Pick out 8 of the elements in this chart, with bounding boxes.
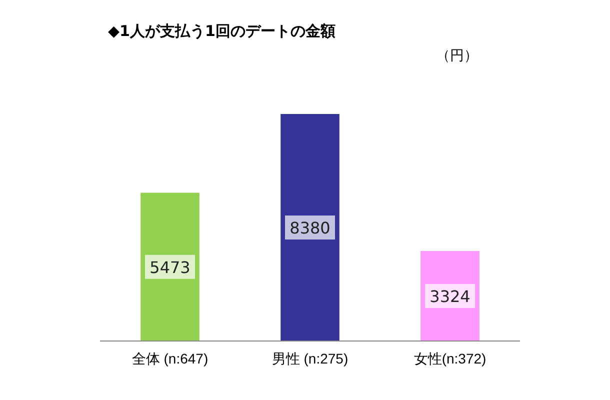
chart-title: ◆1人が支払う1回のデートの金額 bbox=[108, 22, 336, 40]
data-label: 8380 bbox=[290, 218, 330, 238]
data-label: 3324 bbox=[430, 286, 470, 306]
x-tick-label: 女性(n:372) bbox=[414, 350, 486, 367]
x-tick-label: 全体 (n:647) bbox=[132, 350, 208, 367]
x-tick-label: 男性 (n:275) bbox=[272, 350, 348, 367]
text: （円） bbox=[436, 48, 478, 64]
data-label: 5473 bbox=[150, 258, 190, 277]
